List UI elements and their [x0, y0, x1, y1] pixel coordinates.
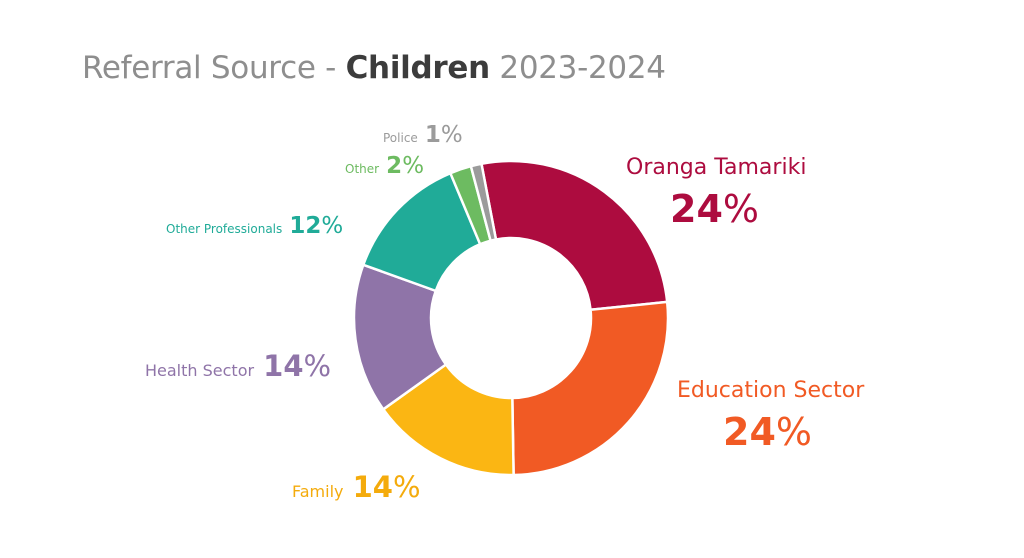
label-name: Police: [383, 131, 418, 145]
label-value: 14%: [353, 470, 421, 504]
label-family: Family 14%: [292, 473, 421, 502]
label-other: Other 2%: [345, 155, 424, 178]
slice-police: [469, 162, 498, 242]
label-name: Health Sector: [145, 361, 255, 380]
label-name: Other Professionals: [166, 222, 283, 236]
label-education-sector: Education Sector 24%: [677, 378, 865, 452]
value-number: 2: [386, 153, 403, 179]
value-number: 24: [723, 410, 776, 454]
value-unit: %: [402, 153, 425, 179]
label-health-sector: Health Sector 14%: [145, 352, 331, 381]
label-value: 24%: [723, 413, 864, 451]
value-unit: %: [775, 410, 812, 454]
value-unit: %: [440, 122, 463, 148]
label-name: Family: [292, 482, 344, 501]
slice-education-sector: [511, 300, 670, 477]
label-police: Police 1%: [383, 124, 463, 147]
value-number: 14: [263, 349, 304, 383]
label-value: 14%: [263, 349, 331, 383]
value-unit: %: [321, 213, 344, 239]
label-value: 24%: [670, 190, 806, 228]
label-value: 12%: [289, 213, 343, 239]
value-unit: %: [303, 349, 332, 383]
label-name: Education Sector: [677, 378, 865, 403]
label-name: Other: [345, 162, 380, 176]
value-number: 1: [424, 122, 441, 148]
title-prefix: Referral Source -: [82, 50, 346, 86]
label-other-professionals: Other Professionals 12%: [166, 215, 343, 238]
title-bold: Children: [345, 50, 491, 86]
value-unit: %: [392, 470, 421, 504]
chart-title: Referral Source - Children 2023-2024: [82, 48, 666, 88]
label-oranga-tamariki: Oranga Tamariki 24%: [626, 155, 807, 229]
slice-oranga-tamariki: [480, 159, 669, 312]
title-suffix: 2023-2024: [489, 50, 666, 86]
value-number: 12: [289, 213, 322, 239]
label-name: Oranga Tamariki: [626, 155, 807, 180]
label-value: 2%: [386, 153, 424, 179]
value-number: 24: [670, 187, 723, 231]
value-number: 14: [352, 470, 393, 504]
label-value: 1%: [425, 122, 463, 148]
value-unit: %: [722, 187, 759, 231]
